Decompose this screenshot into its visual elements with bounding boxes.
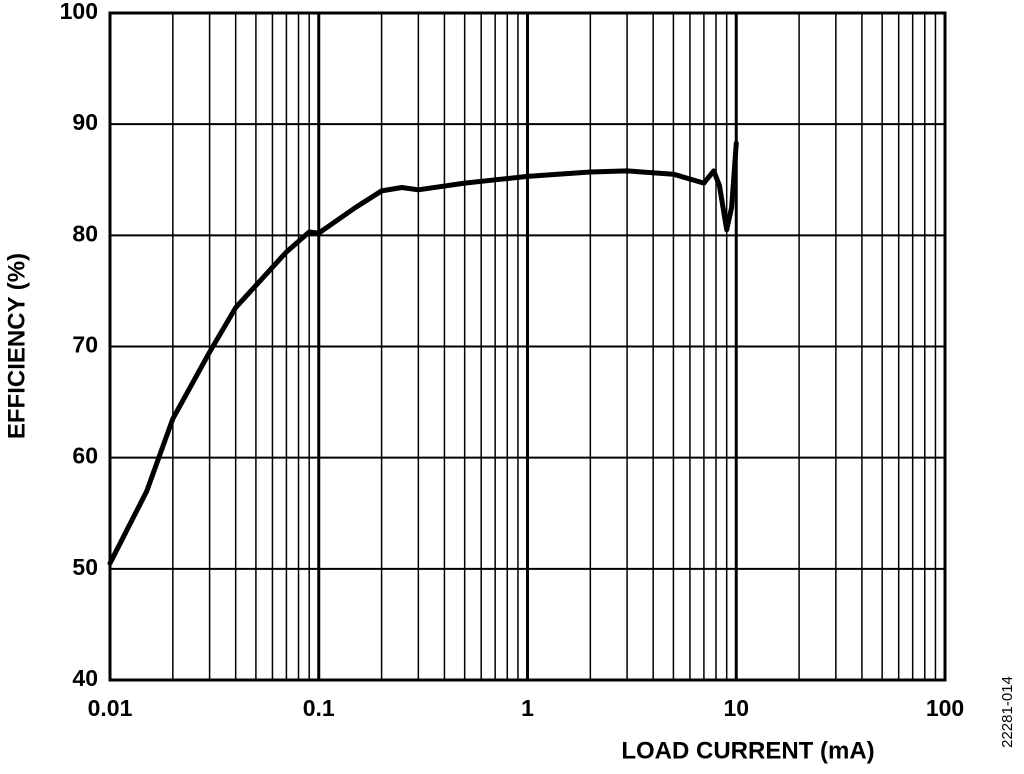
x-tick-label: 1 <box>521 695 534 721</box>
x-tick-label: 10 <box>723 695 749 721</box>
y-axis-title: EFFICIENCY (%) <box>3 253 30 439</box>
x-tick-label: 100 <box>926 695 964 721</box>
y-tick-label: 70 <box>72 332 98 358</box>
y-tick-label: 60 <box>72 443 98 469</box>
x-axis-title: LOAD CURRENT (mA) <box>621 737 874 764</box>
y-tick-label: 80 <box>72 220 98 246</box>
x-tick-label: 0.1 <box>303 695 335 721</box>
y-tick-label: 100 <box>60 0 98 24</box>
figure-id: 22281-014 <box>999 676 1016 748</box>
data-line <box>107 140 739 566</box>
y-tick-label: 90 <box>72 109 98 135</box>
y-tick-label: 50 <box>72 554 98 580</box>
x-tick-label: 0.01 <box>88 695 133 721</box>
y-tick-label: 40 <box>72 665 98 691</box>
plot-frame <box>108 11 947 682</box>
